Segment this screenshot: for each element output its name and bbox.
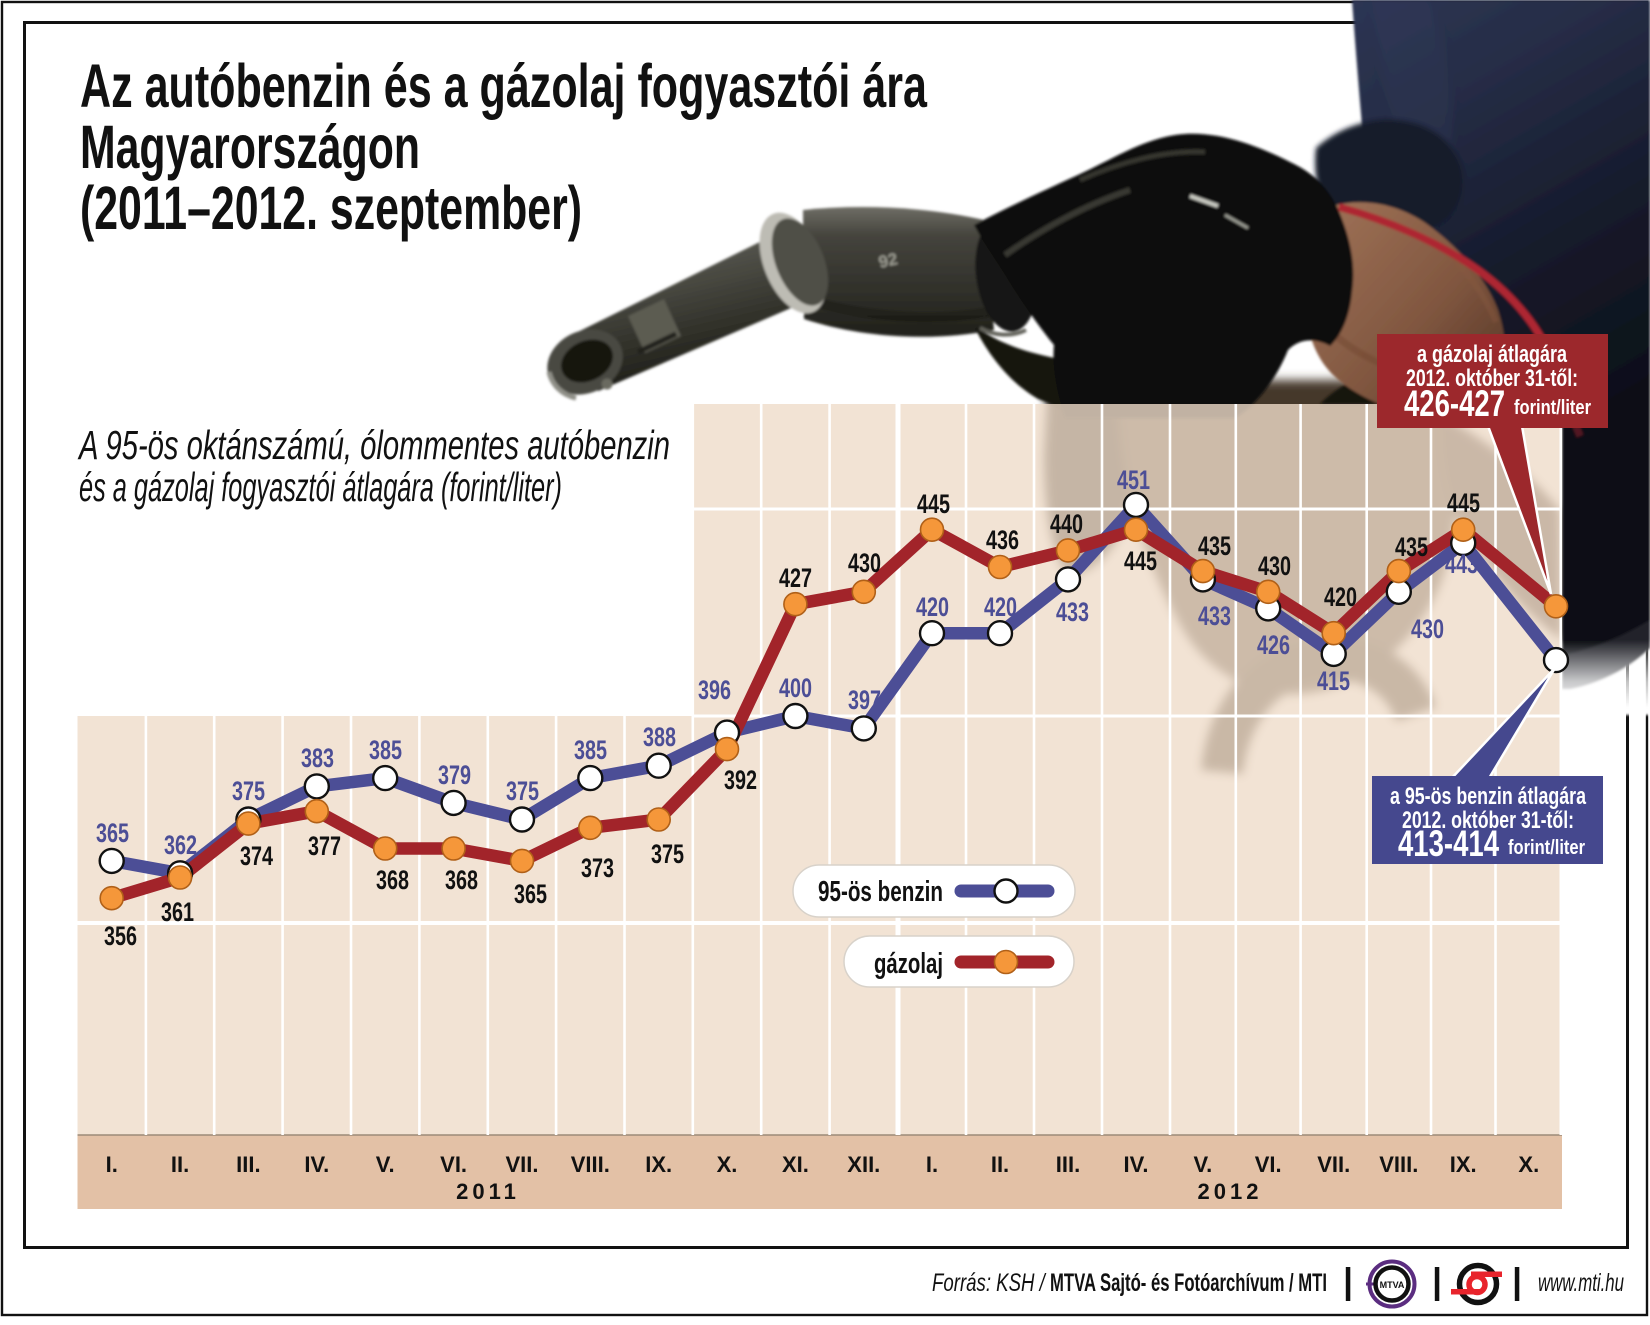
svg-text:388: 388 — [643, 722, 676, 752]
svg-text:MTVA: MTVA — [1380, 1280, 1405, 1290]
svg-text:92: 92 — [877, 249, 899, 272]
svg-text:420: 420 — [984, 592, 1017, 622]
svg-text:426: 426 — [1257, 630, 1290, 660]
svg-text:X.: X. — [1518, 1152, 1539, 1177]
svg-text:413-414: 413-414 — [1398, 823, 1499, 864]
svg-text:435: 435 — [1395, 532, 1428, 562]
svg-text:forint/liter: forint/liter — [1508, 837, 1585, 859]
svg-text:368: 368 — [376, 865, 409, 895]
svg-text:356: 356 — [104, 921, 137, 951]
svg-text:VIII.: VIII. — [1379, 1152, 1418, 1177]
svg-text:VI.: VI. — [440, 1152, 467, 1177]
svg-text:a gázolaj átlagára: a gázolaj átlagára — [1417, 341, 1567, 368]
svg-text:400: 400 — [779, 673, 812, 703]
svg-text:415: 415 — [1317, 666, 1350, 696]
svg-text:(2011–2012. szeptember): (2011–2012. szeptember) — [80, 174, 582, 242]
svg-text:397: 397 — [848, 685, 881, 715]
svg-text:III.: III. — [1056, 1152, 1080, 1177]
svg-text:445: 445 — [1124, 546, 1157, 576]
svg-text:III.: III. — [236, 1152, 260, 1177]
svg-text:2012: 2012 — [1198, 1179, 1263, 1204]
svg-text:396: 396 — [698, 675, 731, 705]
svg-text:436: 436 — [986, 525, 1019, 555]
svg-text:Forrás: KSH / MTVA Sajtó- és F: Forrás: KSH / MTVA Sajtó- és Fotóarchívu… — [932, 1269, 1327, 1297]
svg-text:VII.: VII. — [1317, 1152, 1350, 1177]
svg-text:362: 362 — [164, 830, 197, 860]
svg-text:2012. október 31-től:: 2012. október 31-től: — [1406, 365, 1578, 392]
svg-text:XI.: XI. — [782, 1152, 809, 1177]
svg-text:420: 420 — [916, 592, 949, 622]
svg-text:430: 430 — [848, 548, 881, 578]
svg-text:IV.: IV. — [1124, 1152, 1149, 1177]
svg-text:VIII.: VIII. — [571, 1152, 610, 1177]
svg-text:435: 435 — [1198, 531, 1231, 561]
svg-text:379: 379 — [438, 760, 471, 790]
svg-text:IX.: IX. — [645, 1152, 672, 1177]
svg-text:430: 430 — [1258, 551, 1291, 581]
svg-text:a 95-ös benzin átlagára: a 95-ös benzin átlagára — [1390, 783, 1586, 810]
svg-text:2011: 2011 — [456, 1179, 520, 1204]
svg-text:451: 451 — [1117, 465, 1150, 495]
svg-text:www.mti.hu: www.mti.hu — [1538, 1269, 1624, 1297]
svg-text:443: 443 — [1445, 549, 1478, 579]
svg-text:385: 385 — [574, 735, 607, 765]
svg-text:361: 361 — [161, 897, 194, 927]
svg-text:XII.: XII. — [847, 1152, 880, 1177]
svg-text:375: 375 — [506, 776, 539, 806]
svg-text:95-ös benzin: 95-ös benzin — [818, 876, 943, 908]
svg-text:433: 433 — [1198, 601, 1231, 631]
svg-text:440: 440 — [1050, 509, 1083, 539]
svg-text:427: 427 — [779, 563, 812, 593]
svg-text:365: 365 — [514, 879, 547, 909]
svg-text:433: 433 — [1056, 597, 1089, 627]
svg-text:375: 375 — [232, 776, 265, 806]
svg-text:392: 392 — [724, 765, 757, 795]
svg-text:V.: V. — [1194, 1152, 1213, 1177]
svg-text:A 95-ös oktánszámú, ólommentes: A 95-ös oktánszámú, ólommentes autóbenzi… — [77, 422, 670, 468]
svg-text:430: 430 — [1411, 614, 1444, 644]
svg-text:445: 445 — [917, 489, 950, 519]
svg-text:373: 373 — [581, 853, 614, 883]
svg-text:forint/liter: forint/liter — [1514, 397, 1591, 419]
svg-text:IX.: IX. — [1450, 1152, 1477, 1177]
svg-text:VII.: VII. — [505, 1152, 538, 1177]
svg-text:445: 445 — [1447, 488, 1480, 518]
svg-text:V.: V. — [376, 1152, 395, 1177]
svg-text:gázolaj: gázolaj — [874, 948, 943, 980]
svg-text:420: 420 — [1324, 582, 1357, 612]
svg-text:426-427: 426-427 — [1404, 383, 1505, 424]
svg-text:I.: I. — [106, 1152, 118, 1177]
svg-text:Magyarországon: Magyarországon — [80, 113, 420, 181]
svg-text:2012. október 31-től:: 2012. október 31-től: — [1402, 807, 1574, 834]
svg-text:383: 383 — [301, 743, 334, 773]
svg-text:VI.: VI. — [1255, 1152, 1282, 1177]
svg-text:II.: II. — [171, 1152, 189, 1177]
svg-text:375: 375 — [651, 839, 684, 869]
svg-text:I.: I. — [926, 1152, 938, 1177]
svg-text:X.: X. — [717, 1152, 738, 1177]
svg-text:365: 365 — [96, 818, 129, 848]
svg-text:II.: II. — [991, 1152, 1009, 1177]
svg-text:Az autóbenzin és a gázolaj fog: Az autóbenzin és a gázolaj fogyasztói ár… — [80, 52, 928, 120]
svg-text:368: 368 — [445, 865, 478, 895]
svg-text:és a gázolaj fogyasztói átlagá: és a gázolaj fogyasztói átlagára (forint… — [79, 464, 562, 510]
svg-text:IV.: IV. — [304, 1152, 329, 1177]
svg-text:385: 385 — [369, 735, 402, 765]
svg-text:374: 374 — [240, 841, 273, 871]
svg-text:377: 377 — [308, 831, 341, 861]
